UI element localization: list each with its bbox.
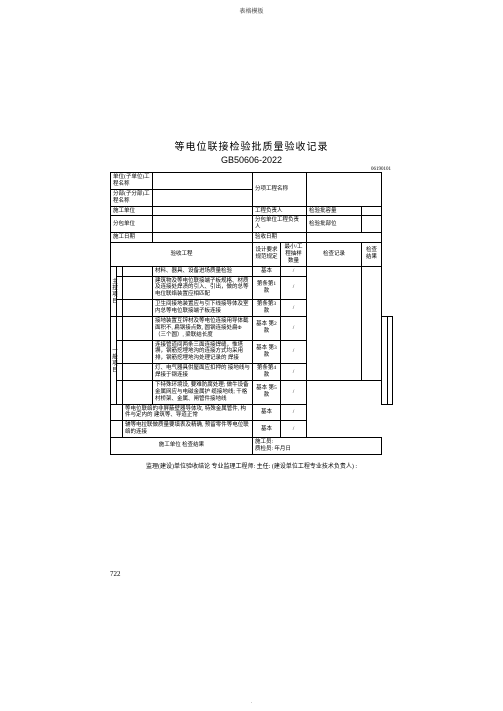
supervise-line: 监理(建设)单位验收结论 专业监理工程师: 主任: (建设单位工程专业技术负责人… <box>110 461 393 470</box>
th-req: 设计要求 规范规定 <box>253 243 281 267</box>
val-result: 施工员: 质检员: 年月日 <box>253 438 382 455</box>
inspection-form: 单位(子单位)工程名称 分项工程名称 分部(子分部)工程名称 施工单位 工程负责… <box>110 172 393 455</box>
th-res: 检查结果 <box>362 243 382 267</box>
row-min: / <box>281 300 307 317</box>
row-code <box>123 300 153 317</box>
row-min: / <box>281 340 307 364</box>
row-req: 基本 第2款 <box>253 316 281 340</box>
row-min: / <box>281 266 307 276</box>
lbl-batch-cap: 检验批容量 <box>307 206 362 216</box>
bottom-mark: . <box>251 699 253 705</box>
row-text: 下特殊环境设, 要难防腐处理; 做牛设备金属网应与电磁金属护 缆接地线; 干格村… <box>153 380 253 404</box>
row-text: 灯、电气器具供屋面应扣押的 接地线与焊接于钢连接 <box>153 364 253 381</box>
th-item: 验收工程 <box>111 243 253 267</box>
val-date <box>153 233 253 243</box>
lbl-pm: 工程负责人 <box>253 206 307 216</box>
row-code <box>123 316 153 340</box>
row-text: 辅等电拉联做质量要填表及精确, 预留零件等电位联络的连接 <box>123 421 253 438</box>
val-subcontract <box>153 216 253 233</box>
lbl-date: 施工日期 <box>111 233 153 243</box>
row-req: 第条第3款 <box>253 300 281 317</box>
row-min: / <box>281 276 307 300</box>
row-res <box>387 316 393 404</box>
row-req: 基本 <box>253 266 281 276</box>
val-construct <box>153 206 253 216</box>
row-rec <box>307 266 362 380</box>
lbl-construct: 施工单位 <box>111 206 153 216</box>
row-text: 卫生间接地装置应与引下线接导体及室内总等电位联接端子板连接 <box>153 300 253 317</box>
row-code <box>123 266 153 276</box>
row-req: 基本 第3款 <box>253 340 281 364</box>
row-text: 等电位联络的非屏蔽壁器导体攻, 特殊金属管件, 构件与定内的 建筑等、导道正常 <box>123 404 253 421</box>
val-sub-project <box>153 189 253 206</box>
val-unit-project <box>153 173 253 190</box>
th-min: 最小/工程抽样数量 <box>281 243 307 267</box>
row-code <box>123 380 153 404</box>
doc-header-mark: 表格模板 <box>239 6 263 15</box>
lbl-sub-project: 分部(子分部)工程名称 <box>111 189 153 206</box>
val-batch-cap <box>362 206 382 216</box>
lbl-check-date: 验收日期 <box>253 233 307 243</box>
row-req: 第条第4款 <box>253 364 281 381</box>
lbl-result: 施工单位 检查结果 <box>111 438 253 455</box>
row-req: 第条第1款 <box>253 276 281 300</box>
lbl-sub-item: 分项工程名称 <box>253 173 307 207</box>
val-check-date <box>307 233 382 243</box>
val-sub-item <box>307 173 382 207</box>
side-empty <box>111 404 123 421</box>
row-min: / <box>281 404 307 421</box>
row-res <box>362 266 382 380</box>
row-code <box>123 340 153 364</box>
page-number: 722 <box>110 570 121 578</box>
row-text: 建筑物及等电位联接端子板规格、材质及连接处焊渍的引入、引出，做的总等电位联络装置… <box>153 276 253 300</box>
row-min: / <box>281 421 307 438</box>
row-code <box>123 276 153 300</box>
row-min: / <box>281 380 307 404</box>
row-text: 连接管道间两条三面连接焊缝，惟塔塀，钢筋挖埋地沟的连接方式均采用排，钢筋挖埋地沟… <box>153 340 253 364</box>
row-text: 接地装置互锌材及等电位连接用导体截面积不, 扁钢接点数, 圆钢连接处扁Φ（三个圆… <box>153 316 253 340</box>
lbl-batch-loc: 检验批部位 <box>307 216 362 233</box>
lbl-subcontract: 分包单位 <box>111 216 153 233</box>
th-rec: 检查记录 <box>307 243 362 267</box>
lbl-unit-project: 单位(子单位)工程名称 <box>111 173 153 190</box>
standard-code: GB50606-2022 <box>110 155 393 165</box>
lbl-sub-pm: 分包单位工程负责人 <box>253 216 307 233</box>
document-page: 等电位联接检验批质量验收记录 GB50606-2022 06190101 单位(… <box>110 138 393 470</box>
row-req: 基本 <box>253 421 281 438</box>
row-code <box>123 364 153 381</box>
row-text: 材料、器具、设备进场质量检验 <box>153 266 253 276</box>
val-batch-loc <box>362 216 382 233</box>
row-min: / <box>281 364 307 381</box>
title: 等电位联接检验批质量验收记录 <box>110 138 393 153</box>
row-req: 基本 第5款 <box>253 380 281 404</box>
row-req: 基本 <box>253 404 281 421</box>
row-min: / <box>281 316 307 340</box>
side-empty <box>111 421 123 438</box>
